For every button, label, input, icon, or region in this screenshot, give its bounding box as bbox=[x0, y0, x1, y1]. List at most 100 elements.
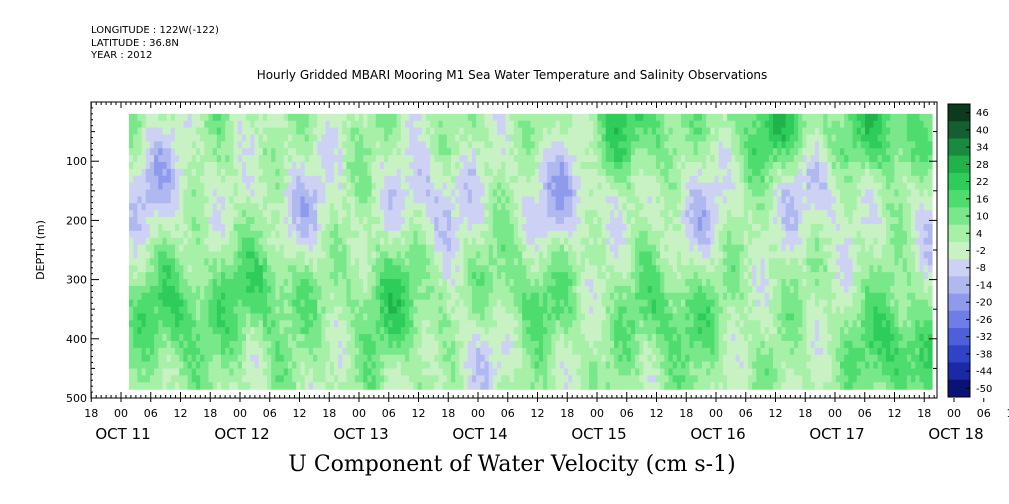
heatmap-cell bbox=[141, 375, 147, 383]
heatmap-cell bbox=[371, 272, 377, 280]
heatmap-cell bbox=[287, 162, 293, 170]
heatmap-cell bbox=[287, 251, 293, 259]
heatmap-cell bbox=[555, 272, 561, 280]
heatmap-cell bbox=[183, 237, 189, 246]
heatmap-cell bbox=[430, 299, 435, 308]
heatmap-cell bbox=[442, 375, 448, 383]
heatmap-cell bbox=[304, 162, 310, 170]
heatmap-cell bbox=[262, 162, 268, 170]
heatmap-cell bbox=[208, 292, 214, 301]
heatmap-cell bbox=[505, 347, 511, 356]
heatmap-cell bbox=[363, 265, 368, 273]
heatmap-cell bbox=[325, 113, 331, 122]
heatmap-cell bbox=[597, 230, 603, 239]
heatmap-cell bbox=[492, 354, 498, 363]
heatmap-cell bbox=[137, 347, 143, 356]
heatmap-cell bbox=[563, 120, 569, 129]
heatmap-cell bbox=[593, 272, 599, 280]
heatmap-cell bbox=[267, 347, 272, 356]
heatmap-cell bbox=[221, 127, 226, 136]
heatmap-cell bbox=[522, 334, 527, 342]
heatmap-cell bbox=[463, 354, 469, 363]
heatmap-cell bbox=[589, 168, 594, 177]
heatmap-cell bbox=[154, 272, 159, 280]
heatmap-cell bbox=[300, 285, 306, 294]
heatmap-cell bbox=[129, 244, 134, 253]
heatmap-cell bbox=[626, 168, 632, 177]
heatmap-cell bbox=[283, 182, 289, 191]
heatmap-cell bbox=[572, 334, 578, 342]
heatmap-cell bbox=[283, 334, 289, 342]
heatmap-cell bbox=[505, 354, 511, 363]
heatmap-cell bbox=[241, 210, 247, 218]
heatmap-cell bbox=[329, 340, 335, 349]
heatmap-cell bbox=[187, 265, 193, 273]
heatmap-cell bbox=[538, 313, 544, 321]
heatmap-cell bbox=[538, 210, 544, 218]
heatmap-cell bbox=[597, 251, 603, 259]
heatmap-cell bbox=[267, 382, 272, 390]
heatmap-cell bbox=[488, 382, 494, 390]
heatmap-cell bbox=[212, 120, 218, 129]
heatmap-cell bbox=[246, 168, 251, 177]
heatmap-cell bbox=[605, 354, 611, 363]
heatmap-cell bbox=[576, 189, 582, 198]
heatmap-cell bbox=[212, 244, 218, 253]
heatmap-cell bbox=[626, 134, 632, 142]
heatmap-cell bbox=[367, 148, 373, 156]
heatmap-cell bbox=[505, 313, 511, 321]
heatmap-cell bbox=[183, 168, 189, 177]
heatmap-cell bbox=[183, 162, 189, 170]
heatmap-cell bbox=[409, 272, 414, 280]
heatmap-cell bbox=[501, 203, 506, 211]
heatmap-cell bbox=[333, 162, 339, 170]
heatmap-cell bbox=[388, 196, 394, 204]
heatmap-cell bbox=[509, 320, 515, 328]
heatmap-cell bbox=[216, 251, 222, 259]
heatmap-cell bbox=[584, 265, 590, 273]
heatmap-cell bbox=[338, 168, 343, 177]
heatmap-cell bbox=[175, 155, 180, 163]
heatmap-cell bbox=[145, 272, 151, 280]
heatmap-cell bbox=[237, 258, 243, 266]
heatmap-cell bbox=[204, 313, 210, 321]
heatmap-cell bbox=[425, 272, 431, 280]
heatmap-cell bbox=[643, 361, 649, 370]
heatmap-cell bbox=[195, 285, 201, 294]
heatmap-cell bbox=[208, 265, 214, 273]
heatmap-cell bbox=[643, 244, 649, 253]
heatmap-cell bbox=[405, 251, 410, 259]
heatmap-cell bbox=[488, 168, 494, 177]
heatmap-cell bbox=[287, 382, 293, 390]
heatmap-cell bbox=[626, 340, 632, 349]
heatmap-cell bbox=[421, 155, 427, 163]
heatmap-cell bbox=[568, 217, 573, 225]
heatmap-cell bbox=[488, 244, 494, 253]
heatmap-cell bbox=[555, 210, 561, 218]
heatmap-cell bbox=[580, 313, 586, 321]
heatmap-cell bbox=[543, 223, 548, 232]
heatmap-cell bbox=[584, 168, 590, 177]
heatmap-cell bbox=[597, 223, 603, 232]
heatmap-cell bbox=[267, 306, 272, 315]
heatmap-cell bbox=[195, 203, 201, 211]
heatmap-cell bbox=[321, 120, 327, 129]
heatmap-cell bbox=[346, 299, 352, 308]
heatmap-cell bbox=[522, 265, 527, 273]
heatmap-cell bbox=[605, 210, 611, 218]
heatmap-cell bbox=[287, 272, 293, 280]
heatmap-cell bbox=[225, 354, 230, 363]
heatmap-cell bbox=[601, 361, 607, 370]
heatmap-cell bbox=[141, 292, 147, 301]
heatmap-cell bbox=[396, 162, 402, 170]
heatmap-cell bbox=[246, 368, 251, 376]
heatmap-cell bbox=[359, 251, 364, 259]
heatmap-cell bbox=[250, 237, 256, 246]
heatmap-cell bbox=[501, 251, 506, 259]
heatmap-cell bbox=[279, 175, 285, 184]
heatmap-cell bbox=[342, 141, 348, 149]
heatmap-cell bbox=[584, 189, 590, 198]
heatmap-cell bbox=[262, 182, 268, 191]
heatmap-cell bbox=[221, 347, 226, 356]
heatmap-cell bbox=[304, 189, 310, 198]
